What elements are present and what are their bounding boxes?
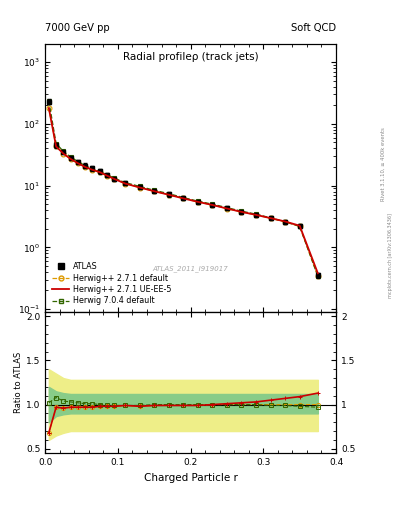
Text: Soft QCD: Soft QCD <box>291 23 336 33</box>
Text: Radial profileρ (track jets): Radial profileρ (track jets) <box>123 52 259 61</box>
Y-axis label: Ratio to ATLAS: Ratio to ATLAS <box>14 352 23 413</box>
Legend: ATLAS, Herwig++ 2.7.1 default, Herwig++ 2.7.1 UE-EE-5, Herwig 7.0.4 default: ATLAS, Herwig++ 2.7.1 default, Herwig++ … <box>49 260 174 308</box>
Text: ATLAS_2011_I919017: ATLAS_2011_I919017 <box>153 266 228 272</box>
Text: mcplots.cern.ch [arXiv:1306.3436]: mcplots.cern.ch [arXiv:1306.3436] <box>388 214 393 298</box>
Text: 7000 GeV pp: 7000 GeV pp <box>45 23 110 33</box>
Text: Rivet 3.1.10, ≥ 400k events: Rivet 3.1.10, ≥ 400k events <box>381 127 386 201</box>
X-axis label: Charged Particle r: Charged Particle r <box>144 473 237 482</box>
